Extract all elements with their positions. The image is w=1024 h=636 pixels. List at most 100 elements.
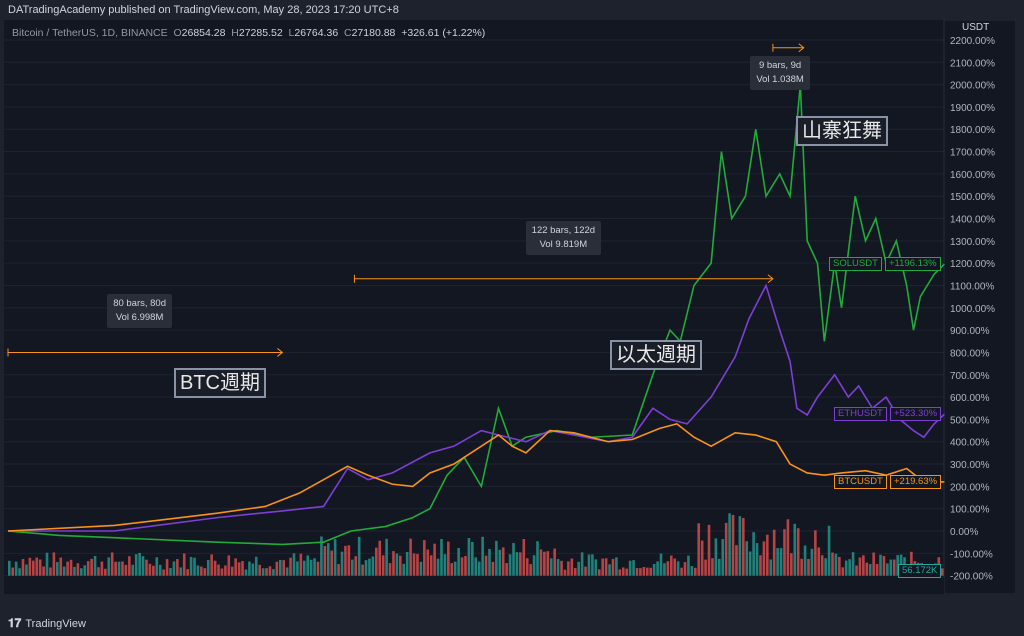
- volume-bar: [405, 551, 409, 576]
- change-value: +326.61 (+1.22%): [401, 27, 486, 39]
- volume-bar: [251, 563, 255, 576]
- volume-bar: [488, 548, 491, 576]
- volume-bar: [704, 559, 707, 576]
- volume-bar: [663, 563, 666, 576]
- measure-arrow-icon: [767, 274, 774, 284]
- volume-bar: [676, 561, 680, 576]
- volume-bar: [875, 563, 879, 576]
- tradingview-brand[interactable]: 𝟏𝟕 TradingView: [8, 616, 86, 630]
- volume-bar: [117, 561, 121, 576]
- volume-bar: [649, 567, 653, 576]
- volume-bar: [508, 554, 512, 576]
- volume-bar: [567, 561, 570, 576]
- volume-bar: [539, 549, 543, 576]
- volume-bar: [587, 554, 591, 576]
- volume-bar: [597, 569, 601, 576]
- volume-bar: [841, 567, 845, 576]
- annotation-altseason[interactable]: 山寨狂舞: [796, 116, 888, 146]
- volume-bar: [731, 514, 735, 576]
- volume-bar: [611, 558, 615, 576]
- y-tick-label: 100.00%: [950, 505, 990, 516]
- volume-bar: [573, 568, 577, 576]
- volume-bar: [134, 554, 138, 576]
- y-tick-label: 2100.00%: [950, 58, 995, 69]
- volume-bar: [124, 564, 128, 576]
- volume-bar: [872, 552, 875, 576]
- y-tick-label: 1500.00%: [950, 192, 995, 203]
- volume-bar: [546, 551, 550, 576]
- volume-bar: [306, 555, 310, 576]
- volume-bar: [179, 567, 183, 576]
- volume-bar: [206, 559, 210, 576]
- symbol-name[interactable]: Bitcoin / TetherUS, 1D, BINANCE: [12, 27, 168, 39]
- volume-bar: [834, 553, 838, 576]
- series-line-solusdt: [7, 84, 945, 546]
- currency-label: USDT: [962, 22, 990, 33]
- symbol-legend: Bitcoin / TetherUS, 1D, BINANCE O26854.2…: [12, 27, 486, 39]
- volume-bar: [807, 558, 810, 576]
- volume-bar: [536, 541, 539, 576]
- high-value: 27285.52: [238, 27, 283, 39]
- y-tick-label: 2000.00%: [950, 81, 995, 92]
- y-tick-label: 1400.00%: [950, 215, 995, 226]
- volume-bar: [114, 561, 117, 576]
- volume-bar: [18, 568, 21, 576]
- volume-bar: [402, 563, 406, 576]
- volume-bar: [621, 567, 625, 576]
- volume-bar: [351, 559, 354, 576]
- volume-bar: [169, 568, 172, 576]
- y-tick-label: 1300.00%: [950, 237, 995, 248]
- volume-bar: [718, 558, 721, 576]
- measure-bars: 80 bars, 80d: [113, 298, 167, 310]
- y-tick-label: 1000.00%: [950, 304, 995, 315]
- volume-bar: [141, 556, 145, 576]
- volume-bar: [326, 543, 330, 576]
- annotation-eth-cycle[interactable]: 以太週期: [610, 340, 702, 370]
- volume-bar: [361, 564, 364, 576]
- volume-bar: [416, 553, 419, 576]
- volume-bar: [45, 552, 49, 576]
- volume-bar: [354, 556, 358, 576]
- volume-bar: [824, 558, 827, 576]
- volume-bar: [748, 551, 752, 576]
- volume-bar: [237, 562, 241, 576]
- volume-bar: [227, 555, 231, 576]
- y-tick-label: -100.00%: [950, 549, 993, 560]
- volume-bar: [395, 553, 399, 576]
- volume-bar: [323, 546, 327, 576]
- volume-bar: [313, 558, 316, 576]
- volume-bar: [316, 561, 320, 576]
- volume-bar: [172, 561, 176, 576]
- volume-bar: [447, 541, 450, 576]
- volume-bar: [889, 559, 893, 576]
- volume-bar: [501, 547, 505, 576]
- volume-bar: [409, 538, 412, 576]
- chart-canvas[interactable]: -200.00% -100.00% 0.00% 100.00% 200.00% 300.0…: [4, 20, 1016, 594]
- volume-bar: [93, 555, 97, 576]
- volume-bar: [443, 554, 447, 576]
- volume-bar: [182, 553, 186, 576]
- volume-bar: [577, 561, 580, 576]
- volume-bar: [107, 557, 111, 576]
- volume-bar: [155, 557, 159, 576]
- volume-bar: [162, 569, 165, 576]
- volume-bar: [711, 558, 714, 576]
- volume-bar: [886, 563, 889, 576]
- measure-volume: Vol 1.038M: [756, 73, 804, 85]
- volume-bar: [268, 566, 272, 576]
- volume-bar: [100, 561, 104, 576]
- time-axis: [4, 578, 944, 594]
- volume-bar: [632, 560, 635, 576]
- volume-bar: [21, 559, 25, 576]
- volume-bar: [484, 555, 488, 576]
- volume-bar: [62, 566, 66, 576]
- volume-bar: [477, 561, 481, 576]
- volume-bar: [790, 553, 793, 576]
- volume-bar: [371, 556, 375, 576]
- chart-pane[interactable]: -200.00% -100.00% 0.00% 100.00% 200.00% 300.0…: [4, 20, 1016, 594]
- annotation-btc-cycle[interactable]: BTC週期: [174, 368, 266, 398]
- volume-bar: [752, 532, 755, 576]
- volume-bar: [556, 559, 560, 576]
- volume-bar: [584, 566, 587, 576]
- y-tick-label: 600.00%: [950, 393, 990, 404]
